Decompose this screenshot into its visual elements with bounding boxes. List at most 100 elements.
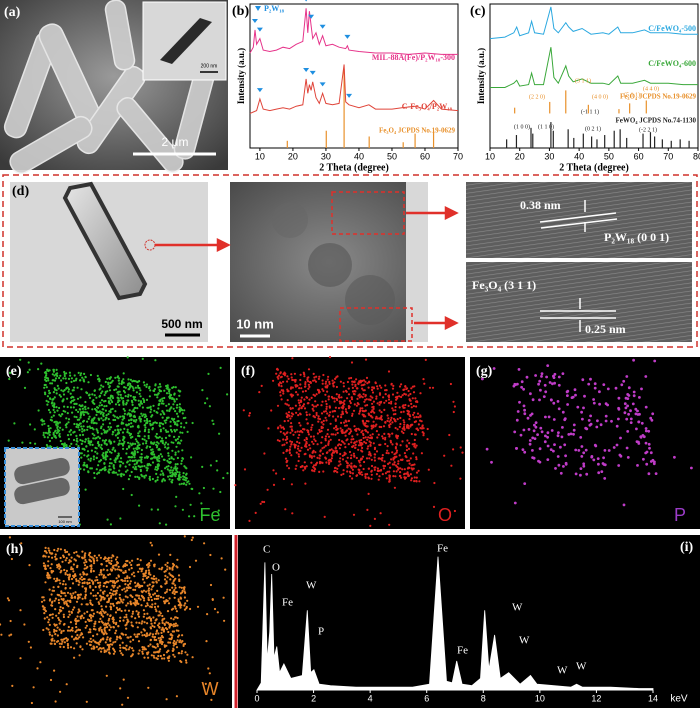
map-dot bbox=[136, 384, 140, 387]
map-dot bbox=[124, 633, 127, 636]
map-dot bbox=[459, 477, 462, 480]
map-dot bbox=[94, 450, 97, 453]
map-dot bbox=[57, 612, 61, 615]
map-dot bbox=[106, 613, 109, 616]
map-dot bbox=[134, 386, 137, 389]
map-dot bbox=[161, 636, 165, 639]
map-dot bbox=[512, 384, 516, 388]
map-dot bbox=[132, 466, 135, 469]
map-dot bbox=[531, 449, 534, 452]
map-dot bbox=[77, 579, 80, 582]
map-dot bbox=[93, 389, 96, 392]
map-dot bbox=[636, 464, 639, 467]
map-dot bbox=[42, 555, 45, 558]
map-dot bbox=[119, 687, 122, 690]
map-dot bbox=[158, 610, 161, 613]
map-dot bbox=[13, 422, 16, 425]
map-dot bbox=[410, 477, 413, 480]
map-dot bbox=[128, 386, 131, 389]
map-dot bbox=[364, 404, 367, 407]
map-dot bbox=[65, 422, 68, 425]
map-dot bbox=[120, 569, 123, 572]
map-dot bbox=[371, 388, 374, 391]
map-dot bbox=[77, 410, 80, 413]
map-dot bbox=[327, 375, 330, 378]
map-dot bbox=[387, 432, 390, 436]
map-dot bbox=[122, 619, 125, 622]
map-dot bbox=[62, 598, 65, 601]
map-dot bbox=[152, 593, 155, 596]
map-dot bbox=[413, 476, 416, 479]
map-dot bbox=[415, 415, 418, 419]
map-dot bbox=[317, 391, 321, 394]
map-dot bbox=[154, 632, 157, 635]
map-dot bbox=[644, 451, 648, 455]
sem-image bbox=[0, 0, 228, 175]
map-dot bbox=[288, 414, 291, 417]
map-dot bbox=[369, 444, 372, 447]
map-dot bbox=[139, 389, 142, 392]
map-dot bbox=[124, 647, 127, 650]
map-dot bbox=[62, 390, 65, 393]
map-dot bbox=[53, 406, 56, 409]
map-dot bbox=[95, 456, 98, 460]
map-dot bbox=[275, 372, 278, 375]
map-dot bbox=[333, 469, 336, 472]
map-dot bbox=[65, 426, 68, 429]
map-dot bbox=[43, 617, 46, 620]
map-dot bbox=[165, 581, 168, 585]
map-dot bbox=[64, 600, 67, 603]
map-dot bbox=[143, 621, 146, 624]
map-dot bbox=[201, 389, 204, 392]
map-dot bbox=[352, 392, 355, 395]
map-dot bbox=[551, 382, 554, 386]
map-dot bbox=[410, 406, 413, 409]
map-dot bbox=[90, 565, 93, 568]
map-dot bbox=[104, 576, 107, 579]
map-dot bbox=[93, 622, 96, 625]
map-dot bbox=[118, 644, 122, 647]
map-dot bbox=[84, 438, 87, 441]
map-dot bbox=[127, 648, 130, 651]
map-dot bbox=[146, 456, 149, 459]
map-dot bbox=[163, 570, 166, 573]
map-dot bbox=[316, 456, 319, 459]
map-dot bbox=[37, 368, 40, 371]
map-dot bbox=[174, 577, 177, 580]
map-dot bbox=[394, 420, 397, 423]
map-dot bbox=[122, 462, 125, 465]
map-dot bbox=[100, 425, 103, 428]
map-dot bbox=[198, 492, 201, 495]
map-dot bbox=[653, 460, 656, 464]
map-dot bbox=[341, 431, 344, 435]
map-dot bbox=[78, 628, 82, 632]
map-dot bbox=[55, 389, 58, 392]
map-dot bbox=[121, 438, 125, 442]
map-dot bbox=[149, 643, 152, 646]
map-dot bbox=[146, 563, 149, 566]
map-dot bbox=[110, 556, 113, 559]
map-dot bbox=[137, 613, 140, 616]
map-dot bbox=[98, 394, 102, 397]
map-dot bbox=[63, 405, 66, 408]
map-dot bbox=[92, 401, 95, 404]
map-dot bbox=[168, 626, 171, 629]
map-dot bbox=[588, 423, 592, 427]
map-dot bbox=[127, 393, 130, 396]
map-dot bbox=[145, 466, 148, 469]
map-dot bbox=[173, 596, 176, 599]
map-dot bbox=[562, 465, 565, 468]
panel-label: (b) bbox=[232, 4, 249, 19]
map-dot bbox=[373, 517, 376, 521]
map-dot bbox=[631, 402, 635, 406]
map-dot bbox=[84, 488, 87, 491]
map-dot bbox=[579, 467, 583, 470]
map-dot bbox=[534, 425, 538, 429]
map-dot bbox=[28, 564, 31, 567]
map-dot bbox=[308, 385, 311, 388]
map-dot bbox=[328, 406, 331, 409]
map-dot bbox=[46, 436, 50, 439]
map-dot bbox=[222, 596, 225, 599]
map-dot bbox=[217, 509, 220, 512]
map-dot bbox=[364, 394, 367, 397]
